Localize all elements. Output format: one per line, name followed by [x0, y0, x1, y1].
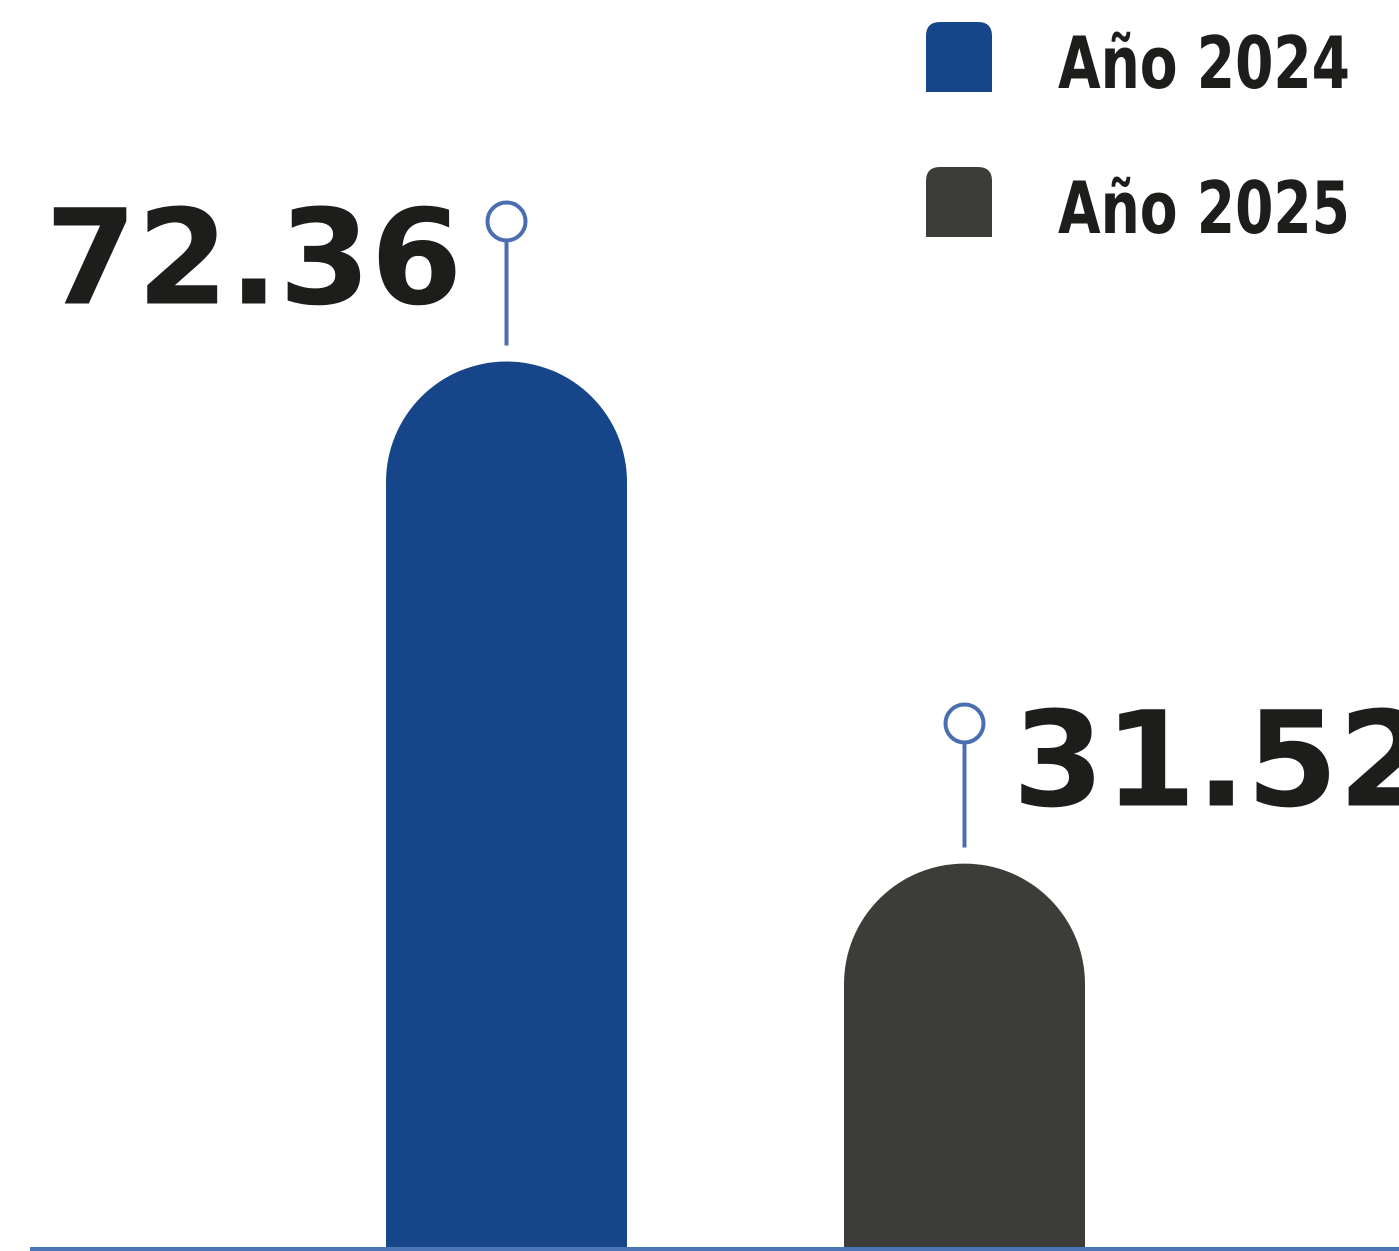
bar-2: [844, 863, 1085, 1251]
data-label-1: 72.36: [45, 181, 463, 335]
legend: Año 2024 Año 2025: [926, 21, 1350, 250]
legend-swatch-2: [926, 167, 992, 237]
bar-1: [386, 361, 627, 1251]
pins-layer: [485, 200, 986, 848]
bars-layer: [386, 361, 1085, 1251]
legend-swatch-1: [926, 22, 992, 92]
legend-label-2: Año 2025: [1058, 166, 1350, 250]
data-labels-layer: 72.36 31.52: [45, 181, 1399, 837]
pin-circle-2: [943, 702, 986, 745]
data-label-2: 31.52: [1013, 684, 1399, 838]
pin-circle-1: [485, 200, 528, 243]
legend-label-1: Año 2024: [1058, 21, 1350, 105]
